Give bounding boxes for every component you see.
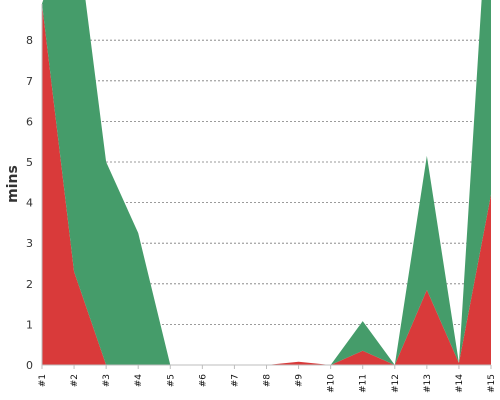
- y-tick-labels: 0 1 2 3 4 5 6 7 8: [26, 34, 33, 372]
- x-tick-label: #1: [38, 374, 48, 387]
- y-tick-label: 3: [26, 237, 33, 250]
- y-tick-label: 8: [26, 34, 33, 47]
- x-tick-label: #4: [134, 374, 144, 388]
- y-tick-label: 1: [26, 318, 33, 331]
- x-tick-label: #7: [230, 374, 240, 387]
- x-tick-labels: #1 #2 #3 #4 #5 #6 #7 #8 #9 #10 #11 #12 #13 #14 #15: [38, 374, 497, 393]
- x-tick-label: #14: [455, 374, 465, 393]
- axes: [41, 4, 492, 369]
- grid: [42, 39, 491, 325]
- series-area-1: [42, 3, 491, 365]
- y-tick-label: 2: [26, 278, 33, 291]
- x-tick-label: #11: [359, 374, 369, 393]
- x-tick-label: #8: [263, 374, 273, 388]
- series-areas: [42, 0, 491, 365]
- x-tick-label: #3: [102, 374, 112, 387]
- series-area-2: [42, 0, 491, 365]
- x-tick-label: #6: [198, 374, 208, 388]
- x-tick-label: #15: [487, 374, 497, 393]
- y-axis-title: mins: [5, 165, 21, 203]
- x-tick-label: #2: [70, 374, 80, 387]
- y-tick-label: 7: [26, 75, 33, 88]
- x-tick-label: #13: [423, 374, 433, 393]
- x-tick-label: #12: [391, 374, 401, 393]
- y-tick-label: 5: [26, 156, 33, 169]
- y-tick-label: 6: [26, 115, 33, 128]
- x-tick-label: #9: [295, 374, 305, 388]
- x-tick-label: #5: [166, 374, 176, 387]
- x-tick-label: #10: [327, 374, 337, 393]
- y-tick-label: 4: [26, 197, 33, 210]
- y-tick-label: 0: [26, 359, 33, 372]
